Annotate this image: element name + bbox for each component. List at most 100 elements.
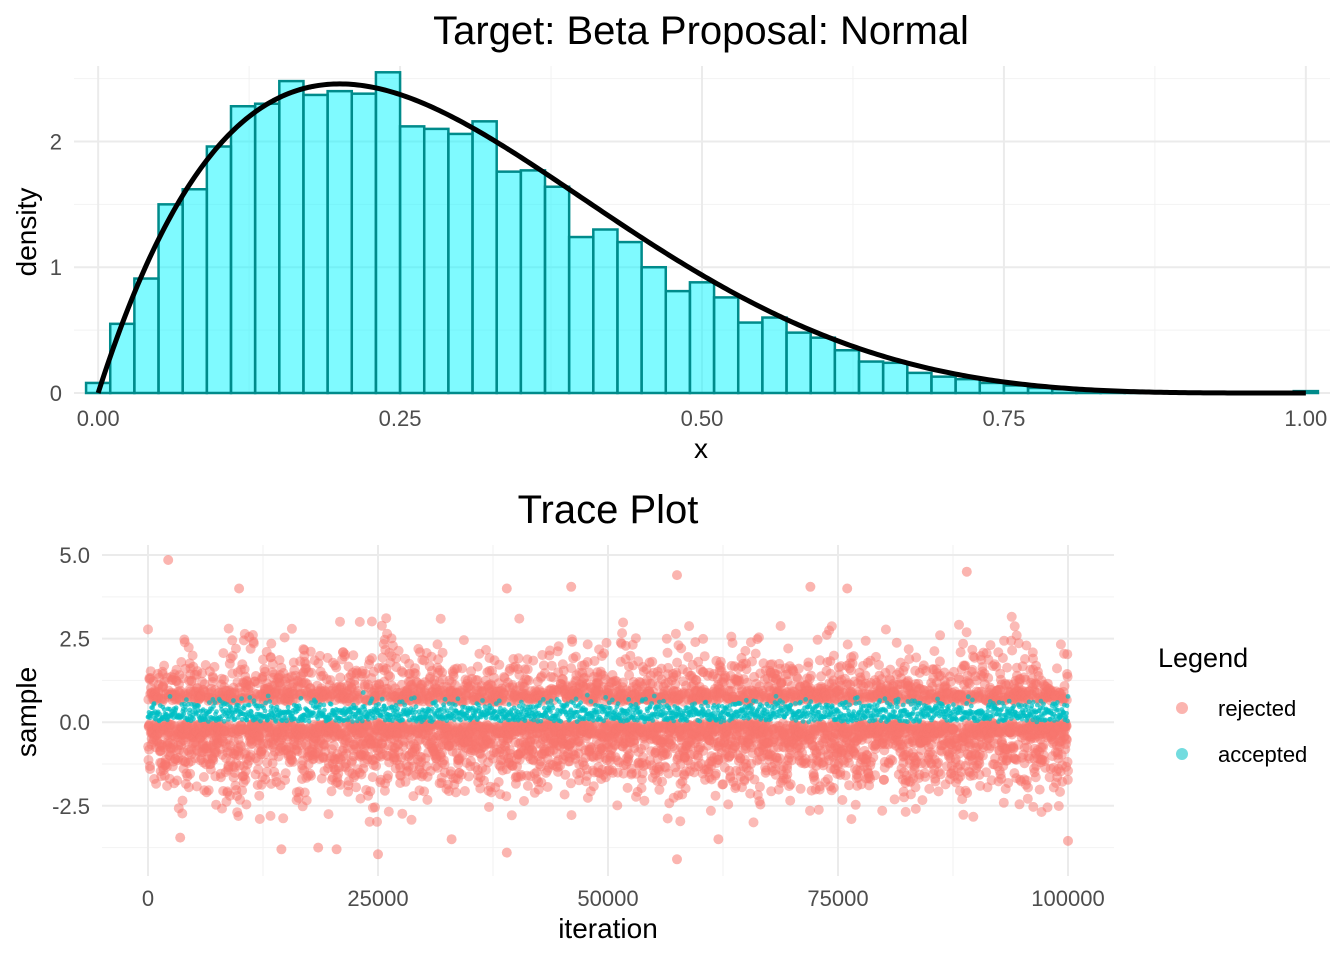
histogram-bar [447, 132, 474, 395]
point-rejected [501, 791, 512, 802]
histogram-bar [108, 322, 136, 395]
point-rejected [239, 664, 250, 675]
point-rejected [151, 778, 162, 789]
point-rejected [538, 660, 549, 671]
histogram-bar [688, 281, 716, 395]
point-rejected [253, 764, 264, 775]
point-rejected [710, 768, 721, 779]
point-rejected [391, 653, 402, 664]
point-rejected [197, 668, 208, 679]
histogram-y-ticks: 012 [50, 129, 62, 406]
point-rejected [545, 645, 555, 656]
point-rejected [393, 645, 404, 656]
point-rejected [968, 811, 979, 822]
histogram-bar [567, 235, 595, 395]
histogram-bar [906, 371, 933, 395]
point-rejected [997, 653, 1008, 663]
point-rejected [910, 782, 921, 793]
density-curve [95, 81, 1306, 396]
point-rejected [559, 789, 570, 800]
series-rejected [143, 555, 1073, 865]
histogram-bar [785, 331, 812, 395]
point-rejected [240, 774, 251, 785]
point-rejected [636, 783, 647, 794]
point-rejected [203, 785, 214, 796]
histogram-bar [326, 89, 354, 395]
histogram-x-ticks: 0.00 0.25 0.50 0.75 1.00 [77, 406, 1328, 431]
point-rejected [775, 621, 786, 631]
point-rejected [983, 673, 994, 683]
point-rejected [582, 639, 593, 650]
point-rejected [868, 752, 879, 763]
x-tick-label: 0.50 [681, 406, 724, 431]
point-rejected [662, 647, 673, 658]
point-rejected [459, 786, 470, 796]
point-rejected [183, 642, 194, 653]
point-rejected [1006, 611, 1017, 622]
point-rejected [522, 664, 533, 675]
point-rejected [229, 767, 240, 778]
point-rejected [954, 619, 964, 630]
point-rejected [676, 643, 687, 654]
point-rejected [803, 657, 814, 668]
point-rejected [493, 777, 504, 787]
point-rejected [506, 810, 517, 821]
point-rejected [325, 675, 336, 686]
point-rejected [385, 671, 396, 682]
point-rejected [935, 769, 946, 780]
point-rejected [754, 781, 765, 792]
histogram-bar [181, 188, 209, 395]
point-rejected [209, 661, 220, 672]
point-rejected [622, 782, 633, 793]
point-rejected [335, 616, 345, 627]
histogram-bar [302, 93, 329, 395]
point-rejected [795, 783, 806, 794]
point-rejected [848, 651, 859, 662]
point-rejected [671, 670, 682, 681]
point-rejected [842, 639, 853, 650]
point-rejected [877, 805, 888, 816]
point-rejected [484, 802, 494, 812]
point-rejected [335, 672, 346, 683]
point-rejected [647, 656, 658, 667]
point-rejected [458, 635, 469, 646]
histogram-bar [495, 170, 523, 395]
point-rejected [386, 633, 397, 644]
point-rejected [618, 768, 629, 779]
point-rejected [523, 675, 534, 686]
point-rejected [323, 809, 334, 820]
point-rejected [889, 794, 900, 805]
point-rejected [553, 641, 564, 652]
histogram-bar [543, 185, 571, 395]
point-rejected [370, 802, 380, 813]
x-tick-label: 0.25 [379, 406, 422, 431]
point-rejected [860, 635, 871, 646]
histogram-bar [664, 289, 692, 395]
point-rejected [266, 638, 277, 649]
trace-panel: Trace Plot 0 25000 50000 75000 100000 -2.50.… [11, 488, 1307, 944]
point-rejected [748, 817, 759, 828]
point-rejected [618, 617, 629, 628]
point-rejected [567, 636, 578, 647]
histogram-bar [761, 316, 788, 395]
point-rejected [372, 816, 382, 827]
histogram-bar [857, 360, 885, 395]
point-rejected [654, 784, 665, 795]
point-rejected [813, 804, 824, 815]
point-rejected [670, 628, 681, 639]
point-rejected [143, 624, 153, 635]
histogram-bar [930, 375, 957, 395]
point-rejected [917, 795, 928, 806]
point-rejected [241, 799, 252, 810]
point-rejected [367, 772, 378, 783]
point-rejected [432, 639, 443, 650]
histogram-panel: Target: Beta Proposal: Normal 0.00 0.25 0.… [11, 9, 1330, 464]
point-rejected [299, 787, 310, 798]
point-rejected [208, 673, 219, 684]
point-rejected [874, 660, 884, 670]
point-rejected [566, 663, 577, 674]
point-rejected [435, 613, 446, 624]
trace-title: Trace Plot [518, 488, 699, 532]
point-rejected [439, 759, 450, 770]
point-rejected [880, 624, 891, 635]
